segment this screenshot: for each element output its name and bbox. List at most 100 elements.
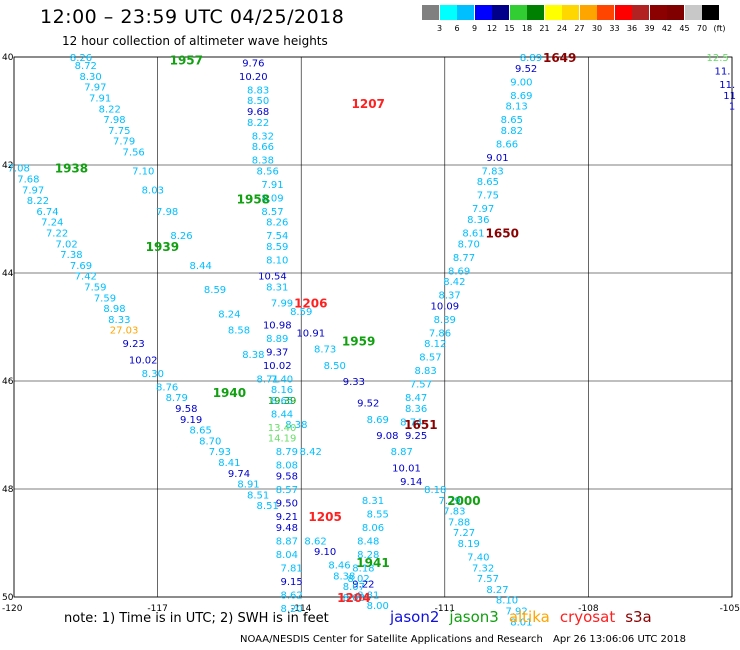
swh-value: 8.09 (261, 193, 283, 204)
swh-value: 8.33 (108, 315, 130, 326)
swh-value: 10.98 (263, 320, 292, 331)
swh-value: 8.65 (477, 177, 499, 188)
swh-value: 7.56 (123, 148, 145, 159)
swh-value: 8.69 (367, 415, 389, 426)
swh-value: 8.77 (453, 253, 475, 264)
swh-value: 7.79 (438, 496, 460, 507)
color-scale-label: 45 (679, 24, 690, 33)
swh-value: 7.75 (108, 126, 130, 137)
swh-value: 7.59 (94, 293, 116, 304)
swh-value: 11. (719, 80, 735, 91)
legend-cryosat: cryosat (559, 608, 616, 626)
swh-value: 8.51 (257, 501, 279, 512)
swh-value: 8.19 (458, 539, 480, 550)
color-scale-label: 15 (504, 24, 515, 33)
swh-value: 9.52 (357, 399, 379, 410)
swh-value: 8.38 (333, 571, 355, 582)
swh-value: 8.22 (247, 118, 269, 129)
swh-value: 7.10 (132, 166, 154, 177)
swh-value: 9.76 (242, 58, 264, 69)
swh-value: 7.83 (443, 507, 465, 518)
color-scale-label: 70 (696, 24, 708, 33)
swh-value: 9.01 (486, 153, 508, 164)
color-scale-swatch (439, 5, 457, 20)
swh-value: 9.25 (405, 431, 427, 442)
swh-value: 14.19 (268, 434, 297, 445)
swh-value: 7.92 (505, 607, 527, 618)
swh-value: 8.62 (280, 590, 302, 601)
color-scale-label: 9 (471, 24, 478, 33)
color-scale-swatch (614, 5, 632, 20)
pass-time-label: 1941 (356, 556, 389, 570)
swh-value: 8.32 (252, 131, 274, 142)
swh-value: 8.57 (419, 353, 441, 364)
color-scale-label: 12 (486, 24, 498, 33)
swh-value: 7.57 (410, 380, 432, 391)
swh-value: 8.58 (228, 326, 250, 337)
swh-value: 7.27 (453, 528, 475, 539)
x-tick-label: -111 (435, 604, 455, 614)
swh-value: 8.83 (415, 366, 437, 377)
x-tick-label: -108 (578, 604, 599, 614)
swh-value: 8.55 (367, 509, 389, 520)
swh-value: 8.98 (103, 304, 125, 315)
swh-value: 8.74 (400, 418, 422, 429)
swh-value: 8.18 (352, 563, 374, 574)
color-scale-label: 27 (574, 24, 585, 33)
swh-value: 9.00 (510, 77, 532, 88)
color-scale-swatch (579, 5, 597, 20)
color-scale-swatch (667, 5, 684, 20)
color-scale-swatch (457, 5, 474, 20)
color-scale-label: 42 (661, 24, 673, 33)
pass-time-label: 1959 (342, 335, 375, 349)
swh-value: 8.22 (99, 104, 121, 115)
swh-value: 8.18 (424, 485, 446, 496)
track-pass-c: 7.087.687.978.226.747.247.227.027.387.69… (8, 164, 279, 513)
color-scale-swatch (562, 5, 579, 20)
map-grid (13, 56, 733, 598)
swh-value: 7.24 (41, 218, 63, 229)
track-pass-b: 9.7610.208.838.509.688.228.328.668.388.5… (239, 58, 303, 614)
swh-value: 8.62 (304, 536, 326, 547)
swh-value: 8.06 (362, 523, 384, 534)
swh-value: 10.02 (263, 361, 292, 372)
swh-value: 9.23 (123, 339, 145, 350)
x-tick-label: -120 (2, 604, 23, 614)
color-scale-swatch (597, 5, 614, 20)
swh-value: 7.91 (89, 94, 111, 105)
swh-value: 10.54 (258, 272, 287, 283)
swh-value: 27.03 (110, 326, 139, 337)
swh-value: 8.24 (218, 310, 240, 321)
swh-value: 8.65 (190, 426, 212, 437)
pass-time-label: 1940 (213, 386, 246, 400)
swh-value: 9.52 (515, 64, 537, 75)
x-tick-label: -117 (147, 604, 167, 614)
swh-value: 8.31 (266, 283, 288, 294)
swh-value: 7.40 (271, 374, 293, 385)
swh-value: 8.70 (199, 436, 221, 447)
swh-value: 7.32 (472, 563, 494, 574)
swh-value: 7.88 (448, 517, 470, 528)
swh-value: 7.08 (8, 164, 30, 175)
footer-credit: NOAA/NESDIS Center for Satellite Applica… (240, 634, 543, 645)
swh-value: 8.69 (448, 266, 470, 277)
swh-value: 7.57 (477, 574, 499, 585)
color-scale-swatch (474, 5, 492, 20)
swh-value: 8.30 (79, 72, 101, 83)
swh-value: 8.10 (496, 596, 518, 607)
pass-time-label: 1939 (146, 240, 179, 254)
swh-value: 7.54 (266, 231, 288, 242)
swh-value: 7.86 (429, 328, 451, 339)
swh-value: 9.37 (266, 347, 288, 358)
swh-value: 7.68 (17, 175, 39, 186)
swh-value: 8.01 (510, 617, 532, 628)
swh-value: 9.22 (352, 580, 374, 591)
swh-value: 12.5 (707, 53, 729, 64)
color-scale-swatch (492, 5, 509, 20)
swh-value: 8.71 (257, 374, 279, 385)
swh-value: 8.70 (458, 239, 480, 250)
swh-value: 8.44 (190, 261, 212, 272)
swh-value: 7.42 (75, 272, 97, 283)
pass-time-label: 1957 (170, 54, 203, 68)
